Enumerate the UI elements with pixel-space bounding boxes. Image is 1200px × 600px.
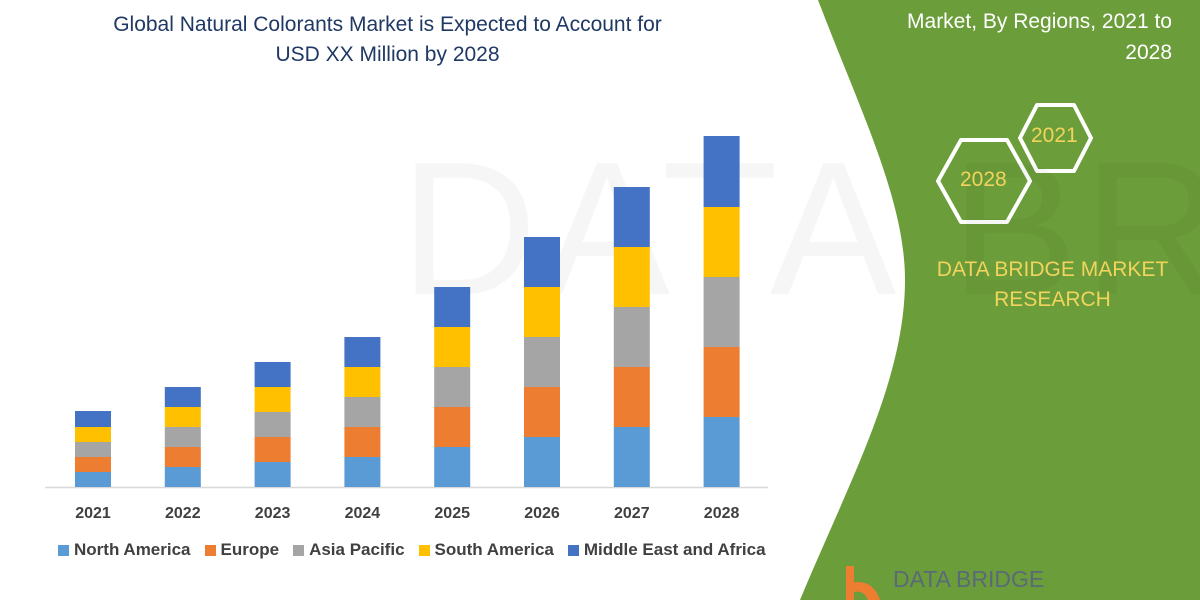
brand-text: DATA BRIDGE MARKET RESEARCH xyxy=(925,255,1180,315)
legend-label: North America xyxy=(74,540,191,559)
legend-item: Europe xyxy=(204,540,280,560)
hex-label-2021: 2021 xyxy=(1031,124,1078,147)
bar-segment xyxy=(434,367,471,407)
bar-segment xyxy=(344,427,381,457)
legend-label: Middle East and Africa xyxy=(583,540,766,559)
bar-segment xyxy=(524,287,560,337)
logo-text: DATA BRIDGE xyxy=(893,566,1045,592)
green-panel xyxy=(800,0,1200,600)
legend-label: Asia Pacific xyxy=(309,540,405,559)
title-line: USD XX Million by 2028 xyxy=(275,43,500,66)
bar-segment xyxy=(164,467,201,487)
bar-segment xyxy=(703,136,740,207)
bar-segment xyxy=(613,307,650,367)
legend-swatch xyxy=(567,544,579,556)
legend-item: South America xyxy=(418,540,554,560)
side-title: Market, By Regions, 2021 to 2028 xyxy=(842,6,1172,68)
bar-segment xyxy=(434,407,471,447)
bar-segment xyxy=(254,362,291,387)
bar-segment xyxy=(75,472,111,487)
bar-segment xyxy=(613,187,650,247)
bar-segment xyxy=(524,237,560,287)
bar-segment xyxy=(254,437,291,462)
bar-segment xyxy=(703,347,740,417)
bar-segment xyxy=(703,207,740,277)
legend-label: South America xyxy=(434,540,554,559)
logo-icon xyxy=(846,566,880,600)
x-tick-label: 2023 xyxy=(255,505,291,522)
side-title-line: Market, By Regions, 2021 to xyxy=(907,10,1172,33)
legend-item: Asia Pacific xyxy=(293,540,405,560)
legend-swatch xyxy=(58,544,69,556)
bar-segment xyxy=(164,387,201,407)
legend-swatch xyxy=(204,544,216,556)
hex-label-2028: 2028 xyxy=(960,168,1007,191)
bar-segment xyxy=(164,407,201,427)
bar-segment xyxy=(613,247,650,307)
bar-segment xyxy=(75,411,111,427)
bar-segment xyxy=(524,337,560,387)
bar-segment xyxy=(524,437,560,487)
legend-swatch xyxy=(293,544,305,556)
bar-segment xyxy=(703,417,740,487)
bar-segment xyxy=(75,427,111,442)
bar-segment xyxy=(75,457,111,472)
stacked-bar-chart: 2021 2022 2023 2024 2025 2026 2027 2028 xyxy=(45,136,768,522)
brand-line: DATA BRIDGE MARKET xyxy=(936,258,1169,281)
bar-segment xyxy=(254,462,291,487)
bar-segment xyxy=(434,327,471,367)
bar-segment xyxy=(75,442,111,457)
bar-segment xyxy=(434,447,471,487)
x-tick-label: 2025 xyxy=(434,505,470,522)
bar-segment xyxy=(344,457,381,487)
bar-segment xyxy=(434,287,471,327)
bar-segment xyxy=(164,447,201,467)
bar-segment xyxy=(613,367,650,427)
legend: North America Europe Asia Pacific South Ame… xyxy=(58,540,766,560)
bar-segment xyxy=(344,337,381,367)
bar-segment xyxy=(613,427,650,487)
brand-line: RESEARCH xyxy=(994,288,1111,311)
legend-item: Middle East and Africa xyxy=(567,540,766,560)
x-tick-label: 2026 xyxy=(524,505,560,522)
title-line: Global Natural Colorants Market is Expec… xyxy=(113,13,662,36)
legend-swatch xyxy=(418,544,430,556)
x-tick-label: 2028 xyxy=(704,505,740,522)
legend-label: Europe xyxy=(220,540,280,559)
x-tick-label: 2021 xyxy=(75,505,111,522)
side-title-line: 2028 xyxy=(1125,41,1172,64)
x-tick-label: 2027 xyxy=(614,505,650,522)
bar-segment xyxy=(524,387,560,437)
x-tick-label: 2024 xyxy=(345,505,381,522)
bar-segment xyxy=(344,367,381,397)
bar-segment xyxy=(254,387,291,412)
hexagon-2021 xyxy=(1018,103,1093,173)
x-tick-label: 2022 xyxy=(165,505,201,522)
hexagon-2028 xyxy=(936,138,1032,224)
bar-segment xyxy=(164,427,201,447)
bar-segment xyxy=(703,277,740,347)
bar-segment xyxy=(344,397,381,427)
legend-item: North America xyxy=(58,540,191,560)
bar-segment xyxy=(254,412,291,437)
chart-title: Global Natural Colorants Market is Expec… xyxy=(40,10,735,70)
